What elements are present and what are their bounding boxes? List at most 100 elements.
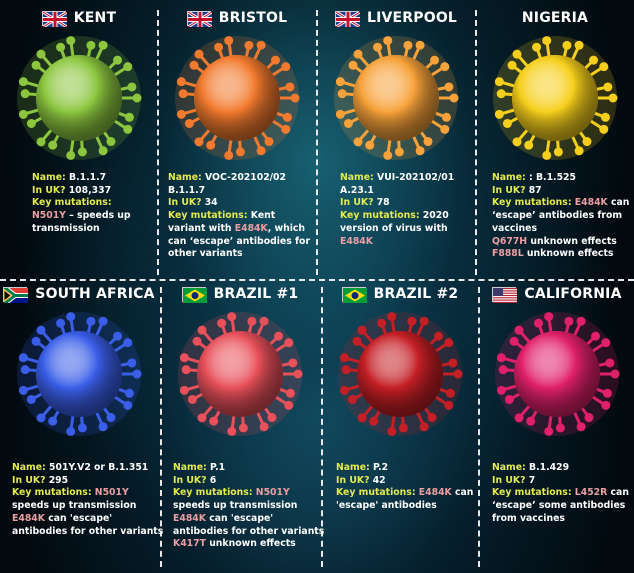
field-value: ‘escape’ antibodies from bbox=[492, 210, 623, 222]
field-value: 7 bbox=[528, 474, 536, 486]
uk-flag-icon bbox=[41, 10, 68, 28]
variant-panel-brazil-2: BRAZIL #2 bbox=[321, 282, 479, 552]
info-line: version of virus with bbox=[340, 223, 454, 236]
uk-flag-icon bbox=[186, 10, 213, 28]
field-value: version of virus with bbox=[340, 222, 448, 234]
field-label: In UK? bbox=[32, 184, 69, 196]
mutation-code: E484K bbox=[574, 197, 608, 209]
field-value: can bbox=[451, 487, 474, 499]
variant-panel-bristol: BRISTOL bbox=[158, 6, 316, 276]
field-value: from vaccines bbox=[492, 512, 565, 524]
variant-header: BRAZIL #2 bbox=[321, 282, 479, 306]
field-value: vaccines bbox=[492, 222, 537, 234]
info-line: Name: : B.1.525 bbox=[492, 172, 629, 185]
info-line: ‘escape’ antibodies from bbox=[492, 210, 629, 223]
info-line: K417T unknown effects bbox=[173, 538, 324, 551]
variant-panel-south-africa: SOUTH AFRICA bbox=[0, 282, 158, 552]
info-line: speeds up transmission bbox=[12, 500, 163, 513]
column-divider bbox=[478, 287, 480, 567]
field-label: In UK? bbox=[492, 184, 529, 196]
field-label: Name: bbox=[32, 172, 70, 183]
variant-header: BRAZIL #1 bbox=[161, 282, 319, 306]
info-line: In UK? 78 bbox=[340, 197, 454, 210]
info-line: In UK? 295 bbox=[12, 475, 163, 488]
info-line: 'escape' antibodies bbox=[336, 500, 473, 513]
column-divider bbox=[321, 287, 323, 567]
variant-info: Name: P.2 In UK? 42 Key mutations: E484K c… bbox=[336, 462, 473, 513]
field-label: Key mutations: bbox=[336, 487, 419, 499]
field-value: ‘escape’ some antibodies bbox=[492, 500, 626, 512]
info-line: F888L unknown effects bbox=[492, 248, 629, 261]
field-value: VUI-202102/01 bbox=[377, 172, 455, 183]
mutation-code: E484K bbox=[173, 512, 206, 524]
info-line: Q677H unknown effects bbox=[492, 236, 629, 249]
field-value: can bbox=[607, 487, 629, 499]
info-line: Name: VUI-202102/01 bbox=[340, 172, 454, 185]
field-label: In UK? bbox=[340, 197, 377, 209]
variant-info: Name: VOC-202102/02 B.1.1.7 In UK? 34 Key m… bbox=[168, 172, 310, 261]
info-line: In UK? 42 bbox=[336, 475, 473, 488]
info-line: antibodies for other variants bbox=[12, 526, 163, 539]
field-value: antibodies for other variants bbox=[12, 525, 164, 537]
variant-title: SOUTH AFRICA bbox=[35, 286, 155, 302]
brazil-flag-icon bbox=[181, 286, 207, 303]
field-label: Name: bbox=[336, 462, 374, 473]
virus-illustration bbox=[170, 304, 310, 444]
info-line: Name: B.1.429 bbox=[492, 462, 629, 475]
field-label: Name: bbox=[12, 462, 50, 473]
info-line: A.23.1 bbox=[340, 185, 454, 198]
mutation-code: F888L bbox=[492, 248, 524, 260]
field-label: In UK? bbox=[168, 197, 205, 209]
field-label: Name: bbox=[173, 462, 211, 473]
field-value: 87 bbox=[528, 184, 542, 196]
field-value: B.1.1.7 bbox=[168, 184, 206, 196]
usa-flag-icon bbox=[492, 286, 518, 303]
field-label: In UK? bbox=[336, 474, 373, 486]
virus-illustration bbox=[167, 28, 307, 168]
mutation-code: N501Y bbox=[32, 210, 66, 222]
info-line: In UK? 7 bbox=[492, 475, 629, 488]
variant-info: Name: VUI-202102/01 A.23.1 In UK? 78 Key mu… bbox=[340, 172, 454, 248]
mutation-code: Q677H bbox=[492, 235, 528, 247]
info-line: Key mutations: 2020 bbox=[340, 210, 454, 223]
field-value: can 'escape' bbox=[205, 512, 274, 524]
info-line: B.1.1.7 bbox=[168, 185, 310, 198]
field-label: Name: bbox=[492, 172, 530, 183]
column-divider bbox=[475, 10, 477, 275]
field-value: variant with bbox=[168, 222, 235, 234]
info-line: ‘escape’ some antibodies bbox=[492, 500, 629, 513]
mutation-code: K417T bbox=[173, 538, 206, 550]
field-value: transmission bbox=[32, 222, 100, 234]
variant-title: BRISTOL bbox=[218, 10, 288, 26]
info-line: In UK? 6 bbox=[173, 475, 324, 488]
info-line: In UK? 87 bbox=[492, 185, 629, 198]
info-line: N501Y – speeds up bbox=[32, 210, 131, 223]
field-value: 501Y.V2 or B.1.351 bbox=[49, 462, 149, 473]
field-value: 108,337 bbox=[68, 184, 112, 196]
variant-title: CALIFORNIA bbox=[524, 286, 622, 302]
field-label: In UK? bbox=[173, 474, 210, 486]
virus-illustration bbox=[326, 28, 466, 168]
field-label: In UK? bbox=[12, 474, 49, 486]
field-value: P.2 bbox=[373, 462, 389, 473]
mutation-code: E484K bbox=[340, 235, 373, 247]
info-line: In UK? 108,337 bbox=[32, 185, 131, 198]
field-value: 78 bbox=[376, 197, 390, 209]
info-line: Key mutations: L452R can bbox=[492, 487, 629, 500]
field-value: unknown effects bbox=[527, 235, 617, 247]
virus-illustration bbox=[9, 28, 149, 168]
info-line: Key mutations: Kent bbox=[168, 210, 310, 223]
variant-header: LIVERPOOL bbox=[317, 6, 475, 30]
info-line: Key mutations: bbox=[32, 197, 131, 210]
variant-panel-california: CALIFORNIA bbox=[478, 282, 634, 552]
variant-panel-brazil-1: BRAZIL #1 bbox=[161, 282, 319, 552]
variant-info: Name: B.1.1.7 In UK? 108,337 Key mutations… bbox=[32, 172, 131, 236]
info-line: In UK? 34 bbox=[168, 197, 310, 210]
info-line: Key mutations: E484K can bbox=[336, 487, 473, 500]
field-label: Key mutations: bbox=[12, 487, 95, 499]
column-divider bbox=[316, 10, 318, 275]
field-value: B.1.1.7 bbox=[69, 172, 107, 183]
field-value: A.23.1 bbox=[340, 184, 374, 196]
field-value: 34 bbox=[204, 197, 218, 209]
